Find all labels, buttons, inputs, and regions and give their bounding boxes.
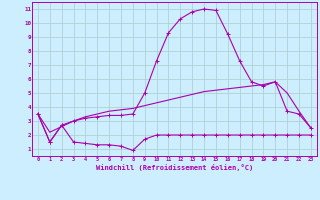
X-axis label: Windchill (Refroidissement éolien,°C): Windchill (Refroidissement éolien,°C) — [96, 164, 253, 171]
